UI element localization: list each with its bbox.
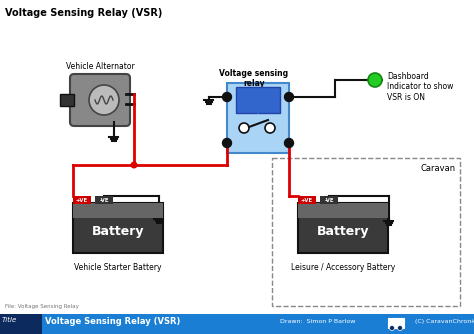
Text: Dashboard
Indicator to show
VSR is ON: Dashboard Indicator to show VSR is ON — [387, 72, 453, 102]
FancyBboxPatch shape — [70, 74, 130, 126]
Text: -VE: -VE — [99, 197, 109, 202]
Text: Vehicle Alternator: Vehicle Alternator — [65, 62, 134, 71]
Bar — [388, 318, 404, 328]
Bar — [320, 196, 338, 204]
Bar — [73, 196, 91, 204]
Circle shape — [390, 326, 394, 331]
Bar — [60, 94, 74, 106]
Circle shape — [284, 93, 293, 102]
Text: +VE: +VE — [301, 197, 313, 202]
Text: Caravan: Caravan — [421, 164, 456, 173]
Bar — [298, 203, 388, 218]
Bar — [73, 203, 163, 253]
Text: (C) CaravanChronicles.com: (C) CaravanChronicles.com — [415, 319, 474, 324]
Text: Battery: Battery — [92, 225, 144, 238]
Text: Vehicle Starter Battery: Vehicle Starter Battery — [74, 263, 162, 272]
Bar — [227, 83, 289, 153]
Bar — [298, 203, 388, 253]
Circle shape — [222, 93, 231, 102]
Text: Voltage sensing
relay: Voltage sensing relay — [219, 69, 289, 89]
Text: File: Voltage Sensing Relay: File: Voltage Sensing Relay — [5, 304, 79, 309]
Text: Voltage Sensing Relay (VSR): Voltage Sensing Relay (VSR) — [5, 8, 163, 18]
Text: -VE: -VE — [324, 197, 334, 202]
Circle shape — [222, 139, 231, 148]
Bar — [272, 158, 460, 306]
Circle shape — [284, 139, 293, 148]
Text: Voltage Sensing Relay (VSR): Voltage Sensing Relay (VSR) — [45, 317, 181, 326]
Text: Battery: Battery — [317, 225, 369, 238]
Circle shape — [130, 162, 137, 168]
Bar — [73, 203, 163, 218]
Circle shape — [398, 326, 402, 331]
Text: Leisure / Accessory Battery: Leisure / Accessory Battery — [291, 263, 395, 272]
Text: Drawn:  Simon P Barlow: Drawn: Simon P Barlow — [280, 319, 356, 324]
Bar — [95, 196, 113, 204]
Bar — [236, 87, 280, 113]
Text: +VE: +VE — [76, 197, 88, 202]
Circle shape — [239, 123, 249, 133]
Bar — [0, 314, 42, 334]
Circle shape — [89, 85, 119, 115]
Circle shape — [265, 123, 275, 133]
Bar — [298, 196, 316, 204]
Bar — [0, 314, 474, 334]
Circle shape — [368, 73, 382, 87]
Text: Title: Title — [2, 317, 17, 323]
